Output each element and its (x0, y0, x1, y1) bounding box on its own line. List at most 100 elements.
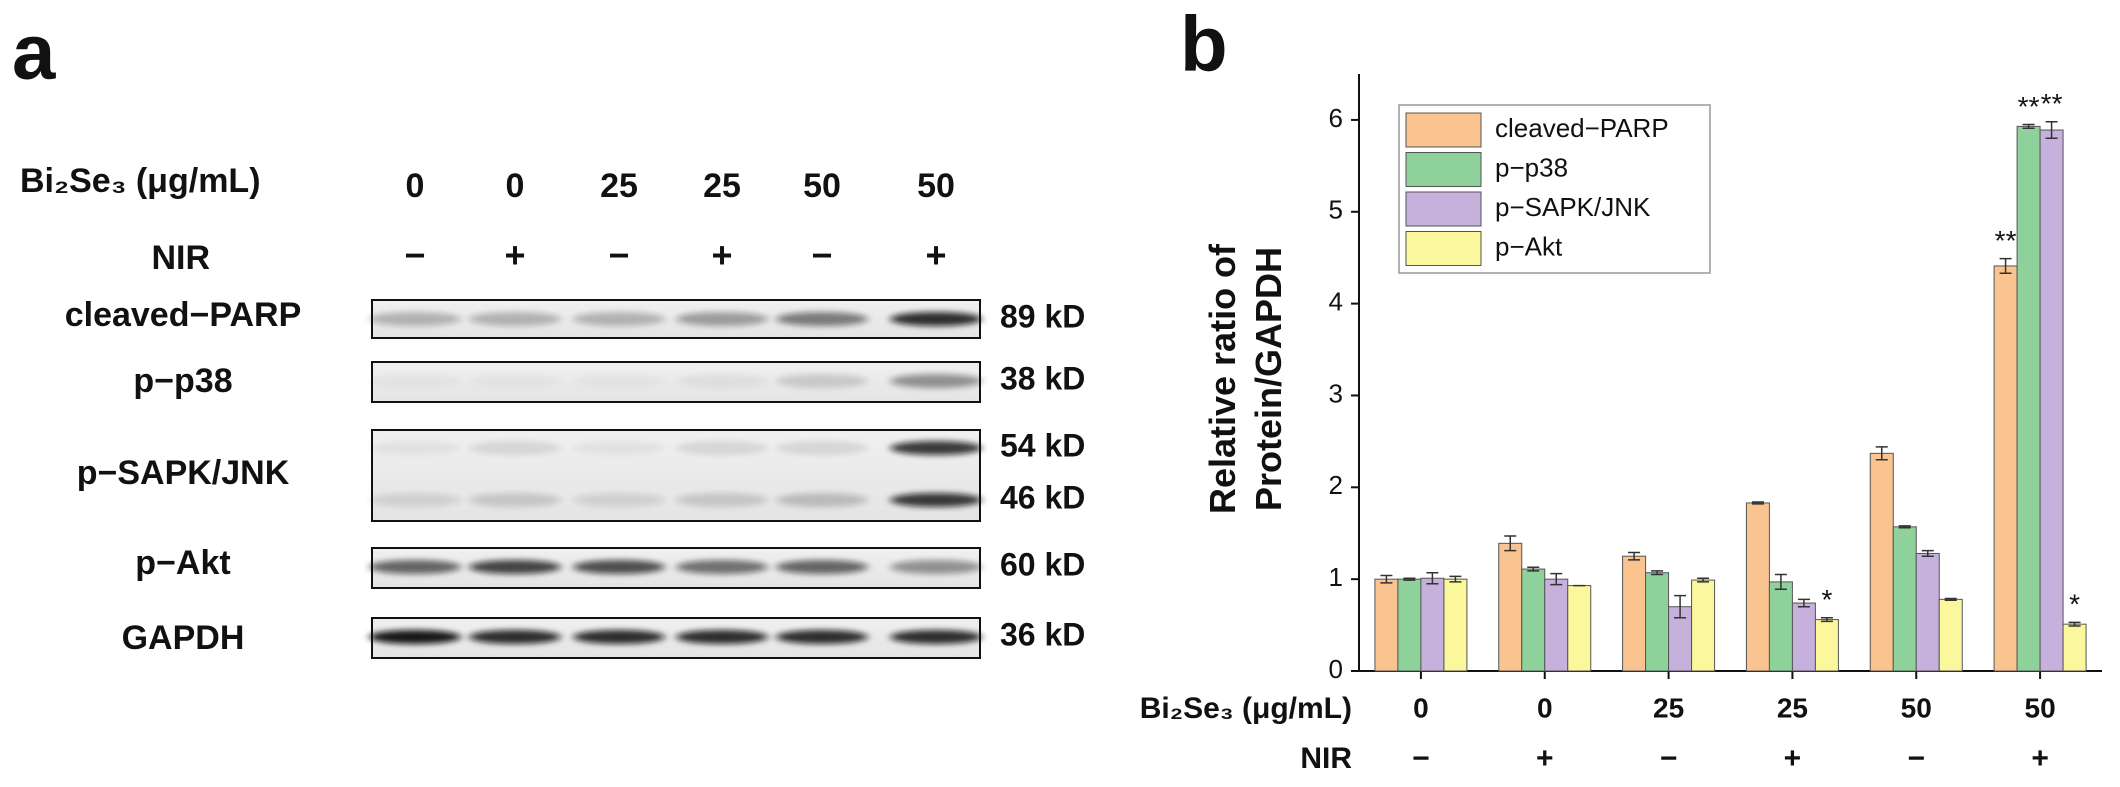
blot-frame (371, 429, 981, 522)
error-bar (1504, 535, 1517, 552)
bar (1691, 579, 1716, 672)
blot-band (469, 630, 561, 644)
bar (2062, 623, 2087, 672)
legend-swatch (1405, 231, 1482, 266)
dose-value: 0 (506, 167, 525, 205)
bar (1892, 526, 1917, 672)
blot-frame (371, 299, 981, 339)
blot-band (369, 312, 461, 326)
blot-band (573, 374, 665, 388)
error-bar (1449, 575, 1462, 583)
error-bar (1628, 551, 1641, 561)
bar (1791, 602, 1816, 672)
blot-frame (371, 547, 981, 589)
error-bar (2022, 123, 2035, 129)
x-tick-label: 50 (2025, 692, 2056, 723)
blot-band (469, 312, 561, 326)
blot-background (372, 618, 980, 658)
x-tick-label: 50 (1901, 692, 1932, 723)
significance-label: * (1821, 584, 1832, 615)
error-bar (1944, 597, 1957, 602)
blot-band (776, 312, 868, 326)
bar (1521, 568, 1546, 672)
x-nir-label: + (1536, 742, 1554, 775)
blot-band (369, 441, 461, 455)
x-tick-label: 0 (1537, 692, 1553, 723)
bar (1768, 581, 1793, 672)
kd-label: 60 kD (1000, 546, 1085, 582)
bar (1869, 452, 1894, 672)
error-bar (1674, 594, 1687, 619)
blot-band (469, 493, 561, 507)
nir-value: + (711, 235, 732, 276)
error-bar (1403, 577, 1416, 581)
error-bar (1751, 501, 1764, 505)
y-tick-label: 0 (1329, 654, 1343, 684)
error-bar (1550, 572, 1563, 586)
error-bar (1527, 566, 1540, 572)
blot-band (890, 493, 982, 507)
bar (2016, 125, 2041, 672)
error-bar (1921, 549, 1934, 557)
legend-swatch (1405, 112, 1482, 148)
panel-label: b (1180, 0, 1228, 88)
kd-label: 46 kD (1000, 479, 1085, 515)
blot-band (676, 374, 768, 388)
y-tick-label: 3 (1329, 378, 1343, 408)
kd-label: 38 kD (1000, 360, 1085, 396)
y-tick-label: 6 (1329, 103, 1343, 133)
blot-background (372, 362, 980, 402)
protein-label: p−SAPK/JNK (77, 454, 290, 492)
blot-band (890, 374, 982, 388)
blot-band (369, 374, 461, 388)
blot-band (890, 630, 982, 644)
blot-band (369, 493, 461, 507)
dose-label: Bi₂Se₃ (μg/mL) (20, 162, 261, 200)
blot-band (573, 560, 665, 574)
protein-label: GAPDH (122, 619, 245, 657)
nir-value: + (504, 235, 525, 276)
panel-label: a (12, 8, 56, 96)
nir-value: + (925, 235, 946, 276)
significance-label: * (2069, 589, 2080, 620)
bar (1645, 572, 1670, 672)
blot-band (776, 441, 868, 455)
x-nir-label: − (1907, 742, 1925, 775)
blot-band (573, 630, 665, 644)
x-row-label: NIR (1300, 742, 1352, 775)
kd-label: 54 kD (1000, 427, 1085, 463)
dose-value: 0 (406, 167, 425, 205)
bar (1938, 598, 1963, 672)
error-bar (1426, 571, 1439, 585)
bar (1443, 578, 1468, 672)
bar (1915, 552, 1940, 672)
kd-label: 36 kD (1000, 616, 1085, 652)
blot-band (573, 441, 665, 455)
blot-band (676, 493, 768, 507)
bar (2039, 129, 2064, 672)
x-nir-label: − (1660, 742, 1678, 775)
x-tick-label: 25 (1777, 692, 1808, 723)
error-bar (1651, 570, 1664, 576)
blot-band (469, 374, 561, 388)
protein-label: cleaved−PARP (65, 296, 302, 334)
x-row-label: Bi₂Se₃ (μg/mL) (1140, 692, 1352, 725)
dose-value: 25 (703, 167, 741, 205)
legend-label: p−p38 (1495, 152, 1568, 182)
error-bar (1380, 574, 1393, 584)
bar (1397, 578, 1422, 672)
error-bar (2068, 621, 2081, 627)
protein-label: p−p38 (133, 362, 232, 400)
legend-label: p−Akt (1495, 231, 1563, 261)
bar (1993, 265, 2018, 672)
error-bar (1820, 616, 1833, 623)
error-bar (1797, 598, 1810, 608)
blot-band (890, 441, 982, 455)
blot-band (776, 493, 868, 507)
blot-band (776, 560, 868, 574)
x-tick-label: 0 (1413, 692, 1429, 723)
bar (1544, 578, 1569, 672)
blot-band (890, 560, 982, 574)
x-nir-label: + (1784, 742, 1802, 775)
y-tick-label: 5 (1329, 195, 1343, 225)
